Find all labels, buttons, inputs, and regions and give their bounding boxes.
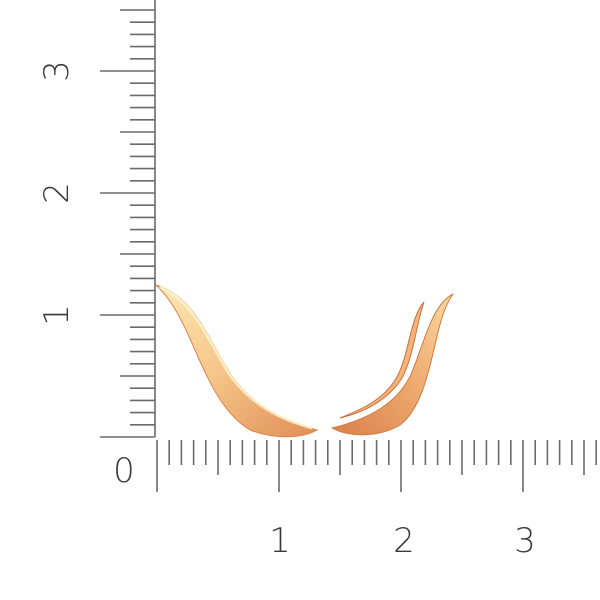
ruler-label-0: 0	[113, 451, 135, 491]
ruler-label-v2: 2	[37, 182, 77, 204]
horizontal-ruler	[156, 440, 598, 492]
ruler-label-h2: 2	[393, 521, 415, 561]
ruler-label-h1: 1	[269, 521, 291, 561]
ruler-label-v3: 3	[37, 60, 77, 82]
ruler-label-v1: 1	[37, 304, 77, 326]
ruler-label-h3: 3	[514, 521, 536, 561]
vertical-ruler	[100, 0, 156, 438]
right-earring	[330, 293, 454, 436]
left-earring	[155, 284, 319, 438]
